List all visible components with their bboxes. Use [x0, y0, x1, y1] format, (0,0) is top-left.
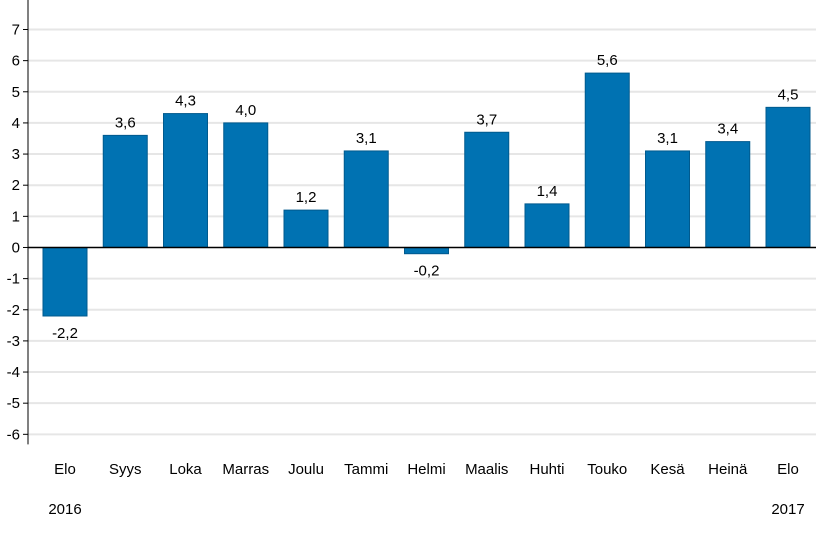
bar-elo: [765, 106, 811, 248]
data-label: 3,6: [115, 114, 136, 131]
bar-marras: [223, 122, 269, 248]
bar-syys: [102, 134, 148, 248]
x-category-label: Touko: [587, 461, 627, 478]
y-tick-label: -2: [7, 302, 20, 319]
bars: [42, 72, 811, 317]
y-tick-label: -3: [7, 333, 20, 350]
x-category-label: Heinä: [708, 461, 748, 478]
y-tick-label: -1: [7, 271, 20, 288]
x-category-label: Marras: [222, 461, 269, 478]
bar-hein-: [705, 141, 751, 248]
bar-loka: [163, 113, 208, 248]
axes: [23, 0, 816, 445]
data-label: 1,2: [296, 189, 317, 206]
y-tick-label: -6: [7, 426, 20, 443]
y-tick-label: 5: [12, 84, 20, 101]
x-category-label: Syys: [109, 461, 142, 478]
y-tick-label: 3: [12, 146, 20, 163]
y-tick-label: -5: [7, 395, 20, 412]
data-label: 3,1: [657, 130, 678, 147]
data-label: 3,4: [717, 121, 738, 138]
x-category-label: Joulu: [288, 461, 324, 478]
bar-elo: [42, 246, 88, 317]
x-category-label: Huhti: [529, 461, 564, 478]
y-tick-label: 6: [12, 53, 20, 70]
y-tick-label: 7: [12, 22, 20, 39]
year-label: 2017: [771, 501, 804, 518]
y-tick-label: 1: [12, 208, 20, 225]
data-label: 3,1: [356, 130, 377, 147]
bar-maalis: [464, 131, 510, 248]
data-label: 3,7: [476, 111, 497, 128]
data-label: 1,4: [537, 183, 558, 200]
data-label: 4,0: [235, 102, 256, 119]
data-label: -2,2: [52, 325, 78, 342]
bar-joulu: [283, 209, 329, 248]
data-label: 4,5: [778, 86, 799, 103]
year-label: 2016: [48, 501, 81, 518]
bar-tammi: [343, 150, 389, 248]
bar-kes-: [645, 150, 690, 248]
x-category-label: Loka: [169, 461, 202, 478]
x-category-label: Kesä: [650, 461, 685, 478]
bar-touko: [584, 72, 630, 248]
bar-huhti: [524, 203, 570, 248]
y-tick-label: -4: [7, 364, 20, 381]
x-category-label: Maalis: [465, 461, 508, 478]
grid-lines: [28, 28, 816, 436]
x-category-label: Helmi: [407, 461, 445, 478]
y-tick-label: 0: [12, 239, 20, 256]
labels: 7 6 5 4 3 2 1 0 -1 -2 -3 -4 -5 -6 -2,2 Elo 3,6 Syys 4,3 Lok…: [7, 22, 805, 519]
data-label: 5,6: [597, 52, 618, 69]
bar-helmi: [404, 246, 449, 255]
x-category-label: Elo: [777, 461, 799, 478]
x-category-label: Elo: [54, 461, 76, 478]
x-category-label: Tammi: [344, 461, 388, 478]
y-tick-label: 4: [12, 115, 20, 132]
y-tick-label: 2: [12, 177, 20, 194]
data-label: 4,3: [175, 93, 196, 110]
data-label: -0,2: [414, 263, 440, 280]
